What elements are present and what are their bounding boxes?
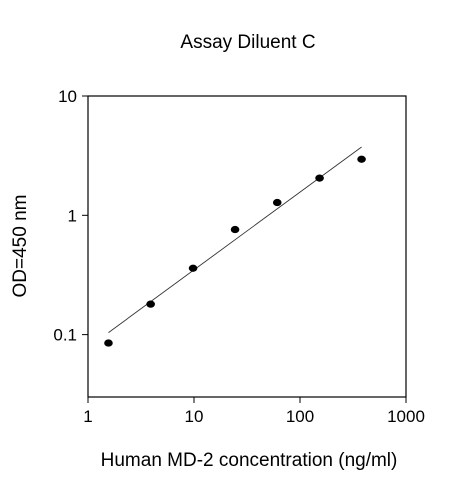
x-tick-label: 1 bbox=[83, 407, 92, 426]
y-tick-label: 0.1 bbox=[53, 326, 77, 345]
y-axis: 0.1 1 10 bbox=[53, 87, 88, 345]
x-axis-label: Human MD-2 concentration (ng/ml) bbox=[101, 450, 398, 471]
chart-title: Assay Diluent C bbox=[180, 32, 315, 53]
data-point bbox=[315, 174, 324, 182]
x-tick-label: 1000 bbox=[387, 407, 425, 426]
data-point bbox=[146, 300, 155, 308]
plot-frame bbox=[87, 95, 407, 398]
data-point bbox=[104, 339, 113, 347]
data-point bbox=[272, 198, 282, 207]
y-tick-label: 10 bbox=[58, 87, 77, 106]
data-point bbox=[188, 264, 198, 272]
x-tick-label: 100 bbox=[286, 407, 314, 426]
x-tick-label: 10 bbox=[185, 407, 204, 426]
y-axis-label: OD=450 nm bbox=[10, 195, 31, 298]
y-tick-label: 1 bbox=[68, 206, 77, 225]
data-points bbox=[104, 155, 366, 347]
data-point bbox=[357, 155, 366, 163]
data-point bbox=[230, 225, 240, 234]
x-axis: 1 10 100 1000 bbox=[83, 397, 425, 426]
